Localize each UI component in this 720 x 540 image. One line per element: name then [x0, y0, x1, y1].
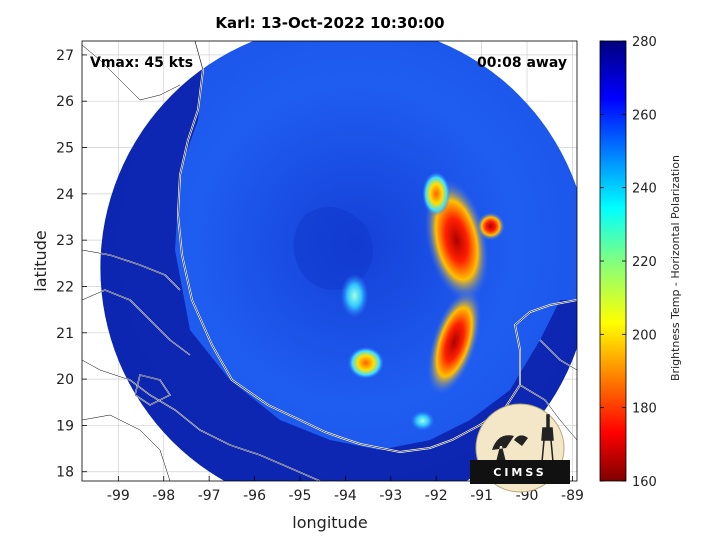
- state-border-outline: [539, 339, 577, 371]
- y-tick-label: 22: [56, 279, 74, 295]
- x-tick-label: -89: [561, 488, 584, 504]
- colorbar-tick-label: 180: [632, 402, 657, 417]
- colorbar-tick-label: 200: [632, 328, 657, 343]
- y-tick-label: 26: [56, 94, 74, 110]
- convection-feature: [476, 212, 505, 241]
- state-border-outline: [519, 384, 577, 441]
- vmax-annotation: Vmax: 45 kts: [90, 55, 193, 71]
- colorbar-tick-label: 220: [632, 255, 657, 270]
- colorbar-ticks: 160 180 200 220 240 260 280: [600, 35, 657, 490]
- swath-outer-ring: [100, 60, 577, 481]
- convection-features: [340, 171, 505, 431]
- logo-text: CIMSS: [493, 466, 546, 479]
- state-border-outline: [82, 289, 191, 356]
- y-tick-label: 27: [56, 48, 74, 64]
- coastline: [82, 41, 577, 481]
- x-tick-label: -93: [379, 488, 402, 504]
- y-tick-label: 18: [56, 465, 74, 481]
- colorbar: 160 180 200 220 240 260 280 Brightness Temp - …: [599, 35, 682, 490]
- y-axis-label: latitude: [31, 230, 50, 291]
- x-tick-label: -98: [152, 488, 175, 504]
- plot-area: -99 -98 -97 -96 -95 -94 -93 -92 -91 -90 -89 181920…: [56, 40, 584, 504]
- storm-eye-region: [293, 207, 373, 290]
- x-tick-label: -92: [425, 488, 448, 504]
- x-tick-label: -97: [198, 488, 221, 504]
- x-tick-label: -99: [107, 488, 130, 504]
- time-away-annotation: 00:08 away: [477, 55, 567, 71]
- water-tower-icon: [541, 414, 554, 463]
- cimss-logo: CIMSS: [470, 403, 570, 493]
- colorbar-tick-label: 260: [632, 108, 657, 123]
- state-border-outline: [82, 44, 181, 101]
- y-tick-label: 20: [56, 372, 74, 388]
- land-region: [100, 60, 577, 481]
- microwave-swath: [100, 41, 577, 481]
- convection-feature: [427, 289, 482, 395]
- x-tick-label: -94: [334, 488, 357, 504]
- y-tick-label: 25: [56, 141, 74, 157]
- y-tick-label: 23: [56, 233, 74, 249]
- colorbar-tick-label: 160: [632, 475, 657, 490]
- convection-feature: [422, 171, 451, 216]
- satellite-dish-icon: [492, 435, 528, 462]
- y-tick-label: 21: [56, 326, 74, 342]
- convection-feature: [347, 346, 384, 379]
- state-border-outline: [82, 249, 181, 291]
- state-border-outline: [82, 414, 171, 481]
- y-axis-ticks: 18 19 20 21 22 23 24 25 26 27: [56, 48, 87, 481]
- colorbar-tick-label: 280: [632, 35, 657, 50]
- x-tick-label: -96: [243, 488, 266, 504]
- convection-feature: [410, 410, 435, 431]
- x-tick-label: -95: [289, 488, 312, 504]
- x-axis-label: longitude: [292, 513, 367, 532]
- chart-title: Karl: 13-Oct-2022 10:30:00: [215, 14, 444, 32]
- y-tick-label: 24: [56, 187, 74, 203]
- plot-frame: [81, 40, 578, 482]
- colorbar-label: Brightness Temp - Horizontal Polarizatio…: [669, 155, 682, 381]
- colorbar-tick-label: 240: [632, 182, 657, 197]
- y-tick-label: 19: [56, 418, 74, 434]
- state-border-outline: [134, 374, 171, 406]
- state-border-outline: [82, 359, 321, 481]
- x-tick-label: -91: [470, 488, 493, 504]
- logo-banner: [470, 460, 570, 484]
- colorbar-gradient: [599, 40, 627, 482]
- coastline-outline: [177, 41, 577, 453]
- convection-feature: [340, 273, 369, 318]
